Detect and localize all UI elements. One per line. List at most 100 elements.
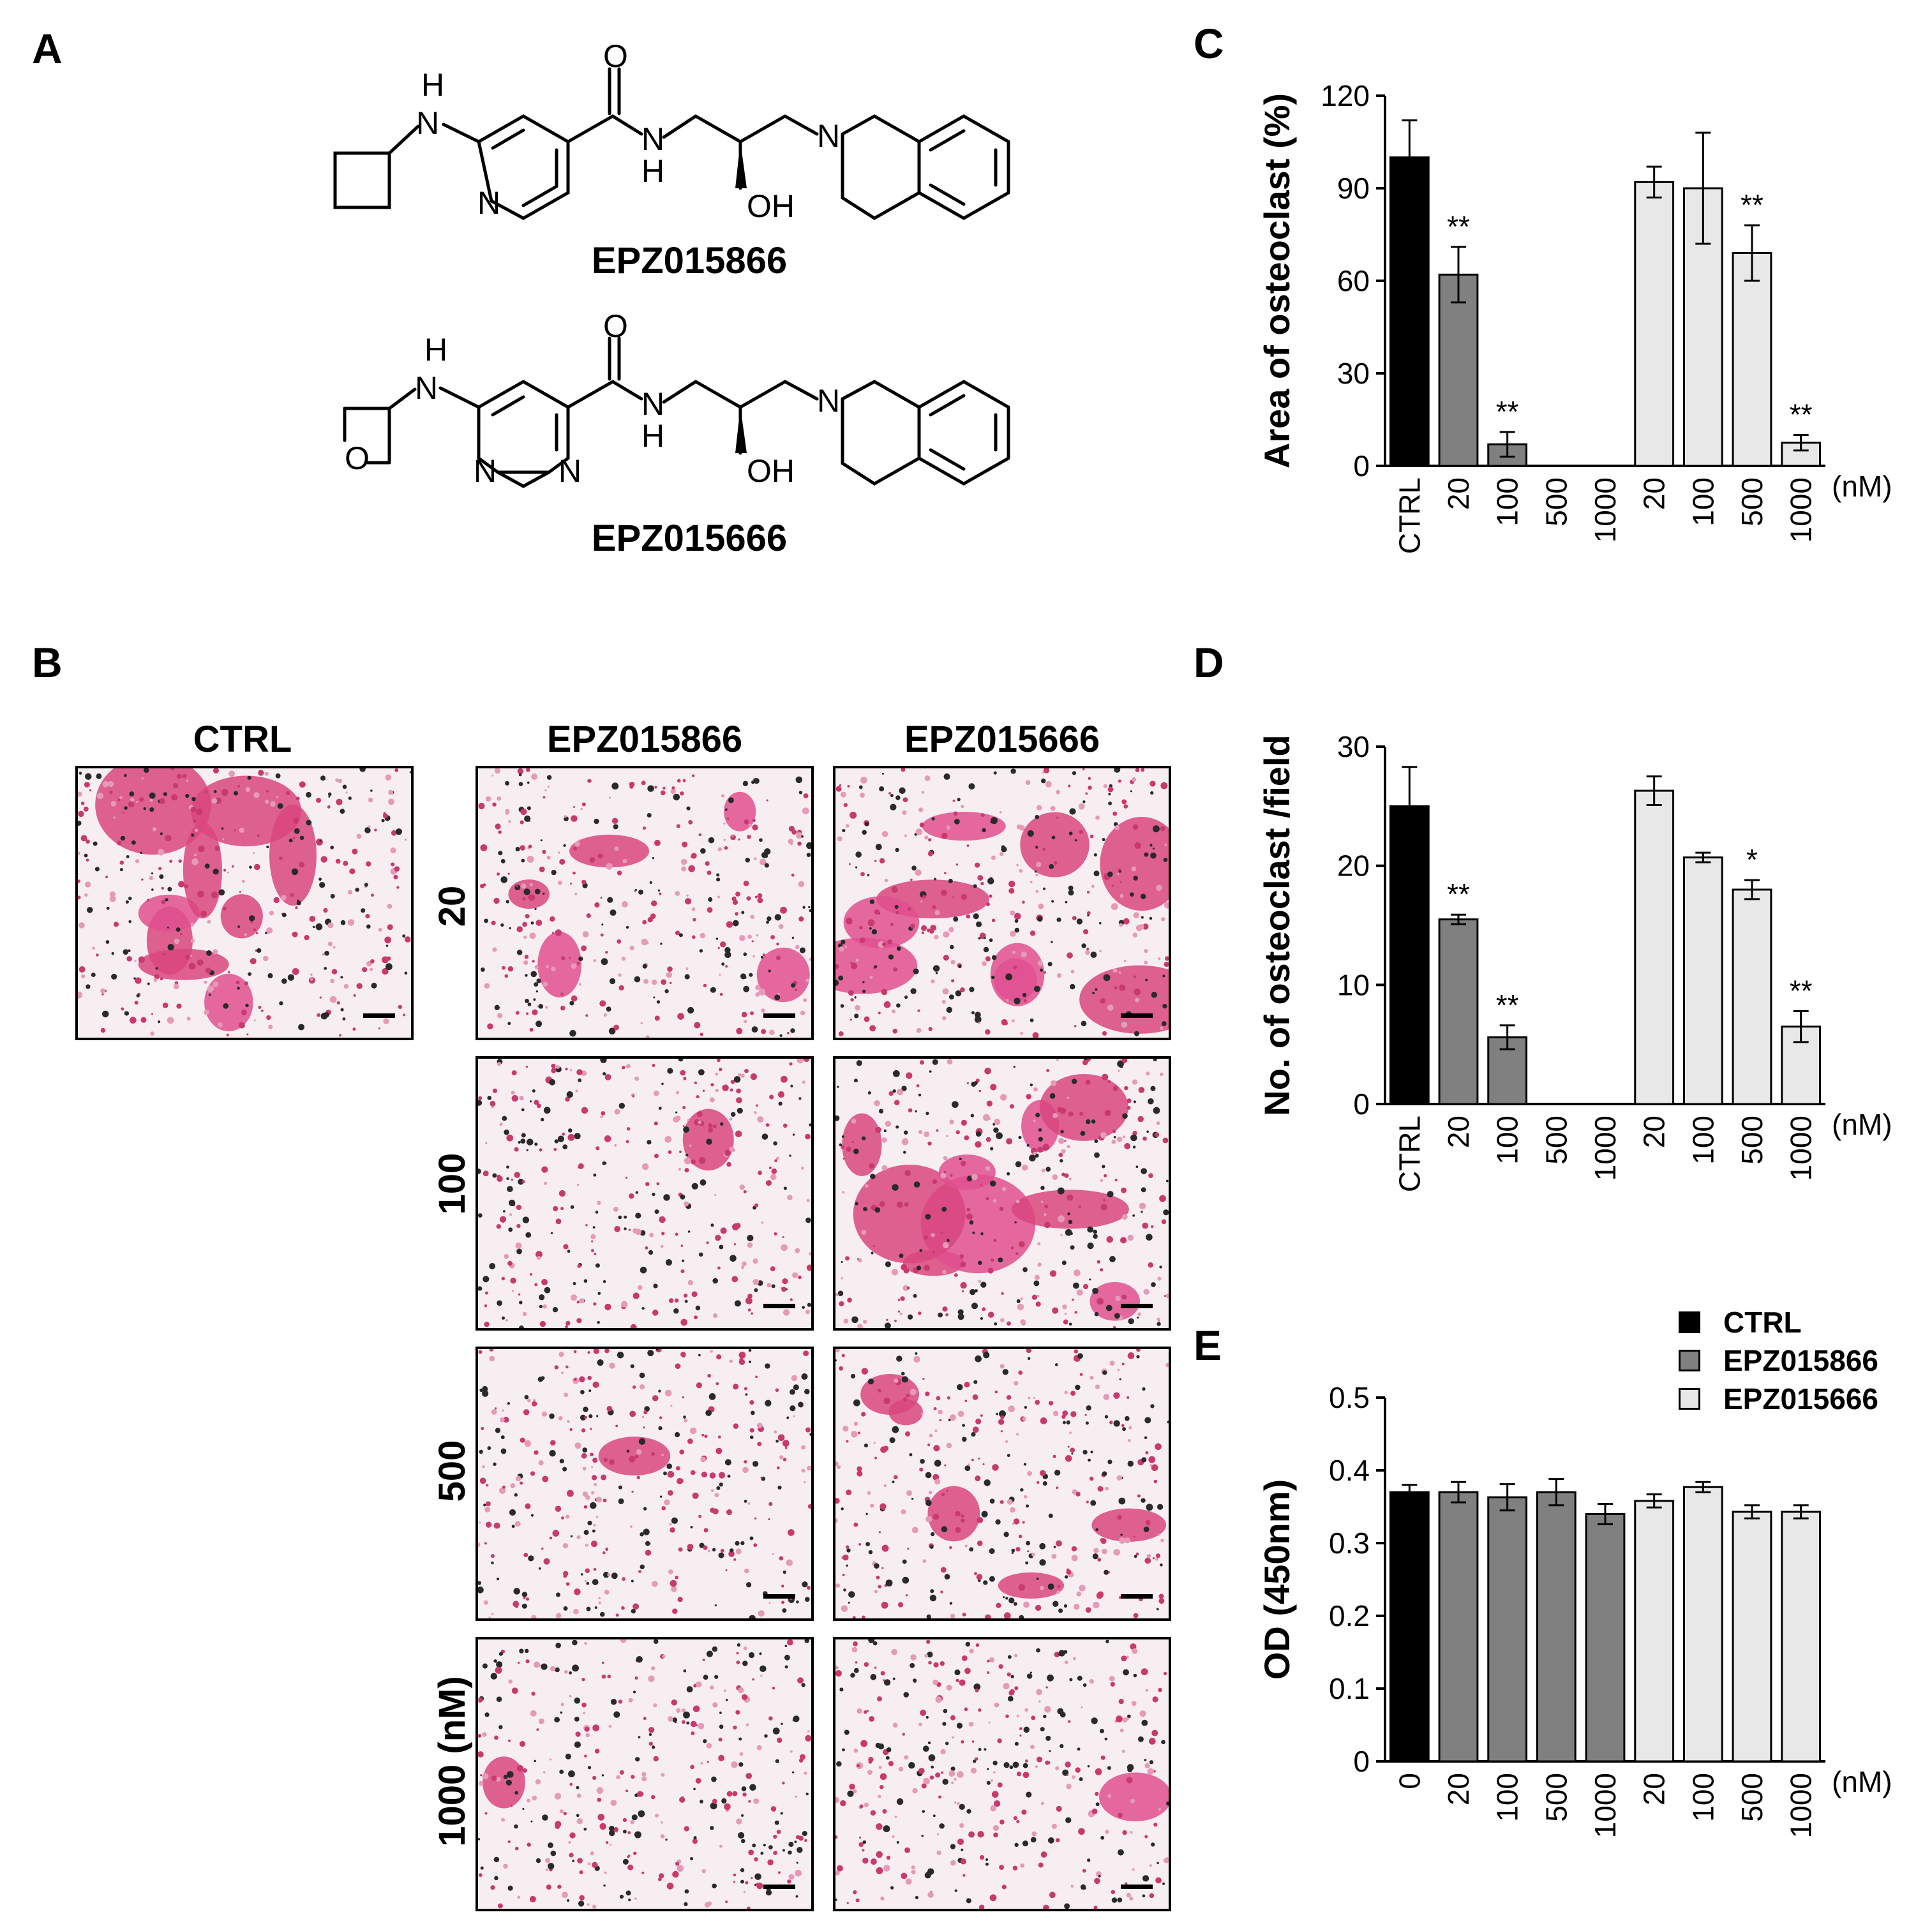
atom-oh: OH	[747, 453, 795, 489]
micrograph-epz015866-100	[476, 1056, 814, 1331]
micrograph-epz015666-500	[833, 1347, 1171, 1621]
legend-label-epz015666: EPZ015666	[1723, 1382, 1878, 1415]
x-tick-label: 500	[1735, 1116, 1769, 1165]
atom-n: N	[416, 105, 439, 141]
atom-n: N	[477, 185, 500, 221]
row-header-500: 500	[431, 1440, 473, 1502]
x-tick-label: CTRL	[1393, 477, 1426, 554]
y-tick-label: 0.3	[1329, 1527, 1370, 1560]
atom-n: N	[641, 121, 664, 157]
significance-marker: **	[1790, 974, 1813, 1007]
x-tick-label: 1000	[1589, 477, 1622, 542]
bar	[1487, 1496, 1528, 1763]
compound-name: EPZ015666	[591, 518, 788, 559]
x-tick-label: 1000	[1785, 1773, 1818, 1838]
panel-label-d: D	[1194, 639, 1224, 686]
x-tick-label: 500	[1735, 1773, 1769, 1822]
atom-o: O	[603, 38, 628, 74]
bar	[1732, 252, 1772, 467]
y-tick-label: 90	[1337, 172, 1370, 205]
x-tick-label: 20	[1638, 1116, 1671, 1148]
x-tick-label: 100	[1491, 477, 1524, 526]
x-tick-label: 100	[1491, 1116, 1524, 1165]
atom-n: N	[817, 118, 840, 154]
bar	[1634, 789, 1675, 1105]
micrograph-epz015866-1000	[476, 1637, 814, 1911]
bar	[1389, 1491, 1430, 1763]
y-tick-label: 0.5	[1329, 1381, 1370, 1414]
x-tick-label: 20	[1638, 1773, 1671, 1805]
structure-epz015866: H N N O N H OH N	[333, 38, 1010, 224]
x-tick-label: 100	[1686, 477, 1719, 526]
bar	[1634, 1500, 1675, 1763]
unit-label: (nM)	[1832, 470, 1892, 503]
column-header-epz015666: EPZ015666	[904, 719, 1100, 760]
unit-label: (nM)	[1832, 1108, 1892, 1141]
x-tick-label: 100	[1491, 1773, 1524, 1822]
bar	[1585, 1512, 1626, 1763]
atom-n: N	[558, 453, 581, 489]
atom-o: O	[603, 313, 628, 344]
bar	[1438, 918, 1479, 1105]
x-tick-label: 1000	[1589, 1773, 1622, 1838]
x-tick-label: 500	[1735, 477, 1769, 526]
y-tick-label: 20	[1337, 849, 1370, 883]
significance-marker: *	[1746, 843, 1758, 876]
y-tick-label: 0.2	[1329, 1599, 1370, 1632]
row-header-1000: 1000 (nM)	[431, 1676, 473, 1847]
bar	[1438, 273, 1479, 467]
chart-osteoclast-area: 0 30 60 90 120 Area of osteoclast (%) CTRL ** 20…	[1257, 79, 1892, 554]
y-axis-label: Area of osteoclast (%)	[1257, 93, 1297, 468]
unit-label: (nM)	[1832, 1765, 1892, 1798]
micrograph-epz015666-100	[833, 1056, 1171, 1331]
chart-osteoclast-number: 0 10 20 30 No. of osteoclast /field CTRL ** 20 *…	[1257, 730, 1892, 1192]
x-tick-label: 500	[1539, 477, 1573, 526]
y-axis-label: OD (450nm)	[1257, 1479, 1297, 1680]
bar	[1732, 1511, 1772, 1763]
x-tick-label: 20	[1442, 1773, 1475, 1805]
legend-label-ctrl: CTRL	[1723, 1306, 1802, 1339]
y-tick-label: 0	[1353, 1087, 1370, 1121]
y-tick-label: 30	[1337, 357, 1370, 390]
atom-h: H	[421, 67, 444, 103]
atom-n: N	[415, 370, 438, 406]
structure-epz015666: H N O N N O N H OH N	[343, 313, 1010, 489]
y-tick-label: 120	[1321, 79, 1370, 112]
chart-od-450: 0 0.1 0.2 0.3 0.4 0.5 OD (450nm) 0 20 100 500 1000 2…	[1257, 1381, 1892, 1838]
x-tick-label: CTRL	[1393, 1116, 1426, 1192]
micrograph-ctrl	[75, 766, 414, 1040]
atom-n: N	[474, 453, 497, 489]
y-tick-label: 0.4	[1329, 1454, 1370, 1487]
row-header-20: 20	[431, 885, 473, 927]
legend-swatch-ctrl	[1679, 1311, 1700, 1333]
bar	[1682, 856, 1723, 1105]
micrograph-epz015666-1000	[833, 1637, 1171, 1911]
y-tick-label: 0	[1353, 1745, 1370, 1778]
significance-marker: **	[1496, 395, 1519, 428]
y-tick-label: 30	[1337, 730, 1370, 763]
bar	[1438, 1491, 1479, 1763]
legend-swatch-epz015666	[1679, 1388, 1700, 1410]
x-tick-label: 20	[1638, 477, 1671, 510]
atom-h: H	[424, 332, 447, 368]
panel-label-a: A	[32, 25, 63, 72]
bar	[1536, 1491, 1576, 1763]
significance-marker: **	[1447, 877, 1470, 911]
y-tick-label: 0	[1353, 449, 1370, 482]
y-axis-label: No. of osteoclast /field	[1257, 735, 1297, 1116]
x-tick-label: 500	[1539, 1116, 1573, 1165]
x-tick-label: 0	[1393, 1773, 1426, 1789]
significance-marker: **	[1790, 398, 1813, 431]
y-tick-label: 0.1	[1329, 1672, 1370, 1705]
panel-label-c: C	[1194, 20, 1224, 67]
column-header-ctrl: CTRL	[193, 719, 292, 760]
bar	[1732, 888, 1772, 1105]
bar	[1389, 805, 1430, 1105]
atom-n: N	[641, 386, 664, 422]
row-header-100: 100	[431, 1153, 473, 1215]
atom-h: H	[641, 418, 664, 454]
x-tick-label: 100	[1686, 1116, 1719, 1165]
significance-marker: **	[1447, 210, 1470, 243]
bar	[1389, 156, 1430, 467]
significance-marker: **	[1496, 989, 1519, 1022]
